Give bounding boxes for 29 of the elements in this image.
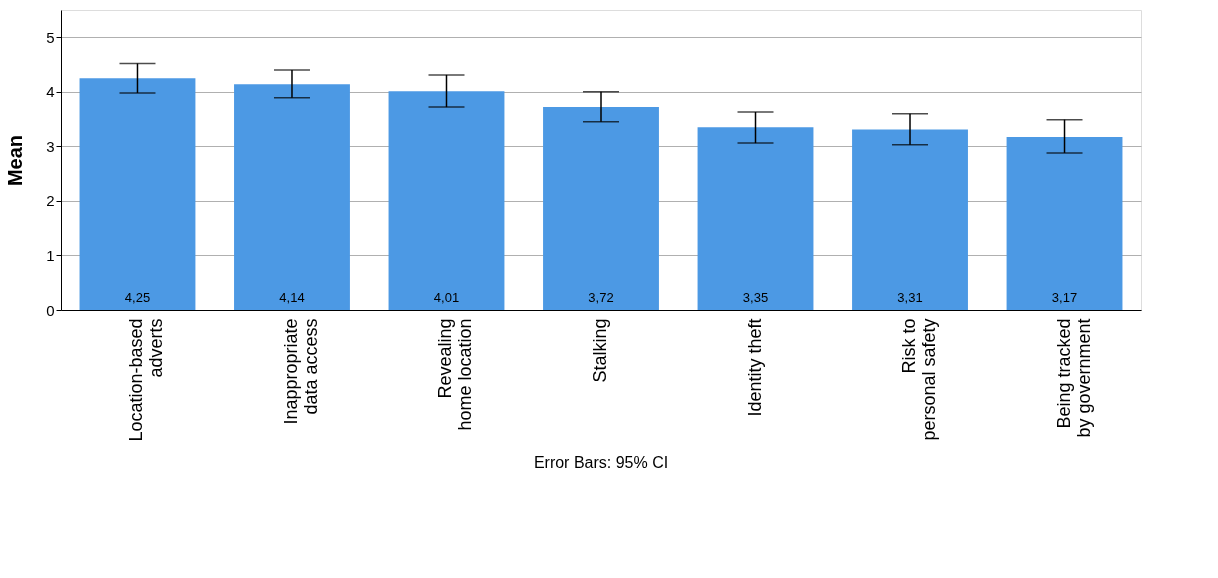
bar xyxy=(79,78,196,310)
x-tick-label: Risk to personal safety xyxy=(899,318,940,441)
data-label: 3,31 xyxy=(897,290,923,305)
y-tick-label: 3 xyxy=(46,137,55,155)
x-tick-label: Stalking xyxy=(590,318,610,383)
data-label: 4,25 xyxy=(124,290,151,305)
y-tick-label: 0 xyxy=(46,301,55,319)
x-tick-label: Location-based adverts xyxy=(126,318,167,442)
data-label: 3,72 xyxy=(588,290,614,305)
data-label: 3,35 xyxy=(742,290,769,305)
x-tick-label: Inappropriate data access xyxy=(280,318,321,425)
y-tick-label: 2 xyxy=(46,192,55,210)
x-tick-label: Revealing home location xyxy=(435,318,476,431)
y-tick-label: 5 xyxy=(46,28,55,46)
data-label: 3,17 xyxy=(1051,290,1078,305)
x-tick-label: Identity theft xyxy=(744,318,765,417)
data-label: 4,01 xyxy=(433,290,460,305)
bar xyxy=(1006,137,1123,310)
bar xyxy=(852,129,968,310)
y-tick-label: 4 xyxy=(46,83,55,101)
y-axis-title: Mean xyxy=(4,134,27,187)
x-tick-label: Being tracked by government xyxy=(1053,318,1094,438)
bar xyxy=(543,107,659,310)
y-tick-label: 1 xyxy=(46,246,55,264)
bar xyxy=(388,91,505,310)
bar xyxy=(697,127,814,310)
text: Error Bars: 95% CI xyxy=(533,454,669,472)
data-label: 4,14 xyxy=(279,290,305,305)
bar xyxy=(234,84,350,310)
